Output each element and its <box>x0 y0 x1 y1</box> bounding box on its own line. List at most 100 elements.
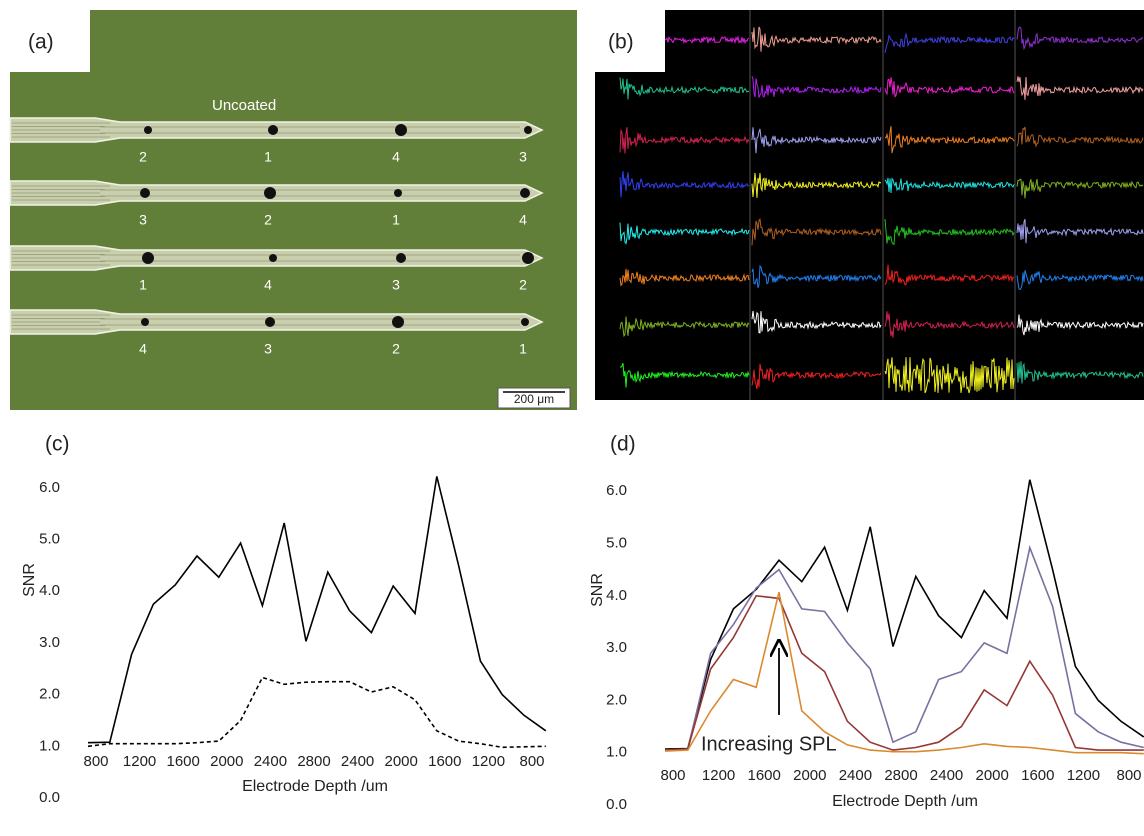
y-tick-label: 3.0 <box>39 634 60 651</box>
x-axis-label: Electrode Depth /um <box>242 778 388 795</box>
trace <box>884 32 1015 54</box>
trace <box>1016 361 1144 384</box>
panel-label: (c) <box>45 433 70 456</box>
trace <box>884 126 1015 154</box>
trace <box>1016 76 1144 100</box>
probe-group: 2 1 4 3 3 2 1 4 1 4 3 2 4 3 2 1 <box>9 117 544 357</box>
trace <box>619 363 750 388</box>
electrode-number: 2 <box>139 149 147 165</box>
x-tick-label: 2800 <box>884 767 917 784</box>
y-tick-label: 4.0 <box>606 587 627 604</box>
caption: Uncoated <box>212 97 276 114</box>
recording <box>595 10 1144 400</box>
series-line <box>664 594 1144 751</box>
label-box <box>10 10 90 72</box>
x-tick-label: 2400 <box>839 767 872 784</box>
electrode <box>395 124 407 136</box>
electrode-number: 4 <box>264 277 272 293</box>
trace <box>751 264 882 288</box>
electrode <box>140 188 150 198</box>
electrode <box>392 316 404 328</box>
trace <box>884 311 1015 338</box>
electrode-number: 2 <box>264 212 272 228</box>
panel-label: (b) <box>608 31 634 54</box>
trace <box>619 222 750 245</box>
micrograph <box>10 10 577 410</box>
y-tick-label: 2.0 <box>39 686 60 703</box>
trace <box>619 127 750 154</box>
y-tick-label: 1.0 <box>39 737 60 754</box>
probe-shank <box>9 309 544 335</box>
x-tick-label: 1600 <box>748 767 781 784</box>
trace <box>1016 314 1144 336</box>
electrode <box>268 125 278 135</box>
electrode <box>141 318 149 326</box>
electrode <box>522 252 534 264</box>
electrode-number: 1 <box>264 149 272 165</box>
electrode-number: 3 <box>264 341 272 357</box>
x-tick-label: 1200 <box>1067 767 1100 784</box>
trace <box>1016 126 1144 148</box>
electrode <box>265 317 275 327</box>
electrode-number: 4 <box>519 212 527 228</box>
series-line <box>664 544 1144 751</box>
y-tick-label: 0.0 <box>606 796 627 813</box>
electrode <box>521 318 529 326</box>
x-tick-label: 2000 <box>210 753 243 770</box>
trace <box>884 77 1015 98</box>
trace <box>1016 270 1144 290</box>
y-tick-label: 6.0 <box>39 479 60 496</box>
trace <box>751 172 882 198</box>
electrode <box>396 253 406 263</box>
trace-group <box>619 10 1144 400</box>
electrode <box>520 188 530 198</box>
electrode-number: 4 <box>392 149 400 165</box>
electrode <box>524 126 532 134</box>
trace <box>884 177 1015 194</box>
electrode-number: 3 <box>139 212 147 228</box>
x-tick-label: 1200 <box>123 753 156 770</box>
scale-box <box>497 387 571 409</box>
trace <box>751 363 882 390</box>
trace <box>884 218 1015 246</box>
y-tick-label: 5.0 <box>606 534 627 551</box>
scale-label: 200 μm <box>514 392 554 406</box>
x-axis-label: Electrode Depth /um <box>832 793 978 810</box>
electrode-number: 3 <box>392 277 400 293</box>
panel-label: (a) <box>28 31 54 54</box>
electrode <box>394 189 402 197</box>
trace <box>751 26 882 52</box>
electrode <box>144 126 152 134</box>
x-tick-label: 2800 <box>297 753 330 770</box>
y-tick-label: 6.0 <box>606 482 627 499</box>
trace <box>884 264 1015 286</box>
y-tick-label: 1.0 <box>606 744 627 761</box>
trace <box>619 268 750 287</box>
x-tick-label: 2000 <box>976 767 1009 784</box>
y-axis-label: SNR <box>21 563 38 597</box>
trace <box>1016 178 1144 199</box>
annotation: Increasing SPL <box>701 733 837 755</box>
x-tick-label: 800 <box>1116 767 1141 784</box>
y-axis-label: SNR <box>589 573 606 607</box>
electrode-number: 4 <box>139 341 147 357</box>
x-tick-label: 2000 <box>385 753 418 770</box>
x-tick-label: 800 <box>83 753 108 770</box>
x-tick-label: 800 <box>660 767 685 784</box>
x-tick-label: 1200 <box>702 767 735 784</box>
x-tick-label: 2400 <box>930 767 963 784</box>
trace <box>751 310 882 334</box>
y-tick-label: 0.0 <box>39 789 60 806</box>
electrode-number: 1 <box>519 341 527 357</box>
trace <box>1016 26 1144 51</box>
electrode-number: 2 <box>519 277 527 293</box>
trace <box>751 76 882 99</box>
y-tick-label: 3.0 <box>606 639 627 656</box>
series-line <box>87 476 547 744</box>
y-tick-label: 5.0 <box>39 530 60 547</box>
electrode-number: 3 <box>519 149 527 165</box>
trace <box>619 77 750 100</box>
trace <box>884 357 1015 394</box>
